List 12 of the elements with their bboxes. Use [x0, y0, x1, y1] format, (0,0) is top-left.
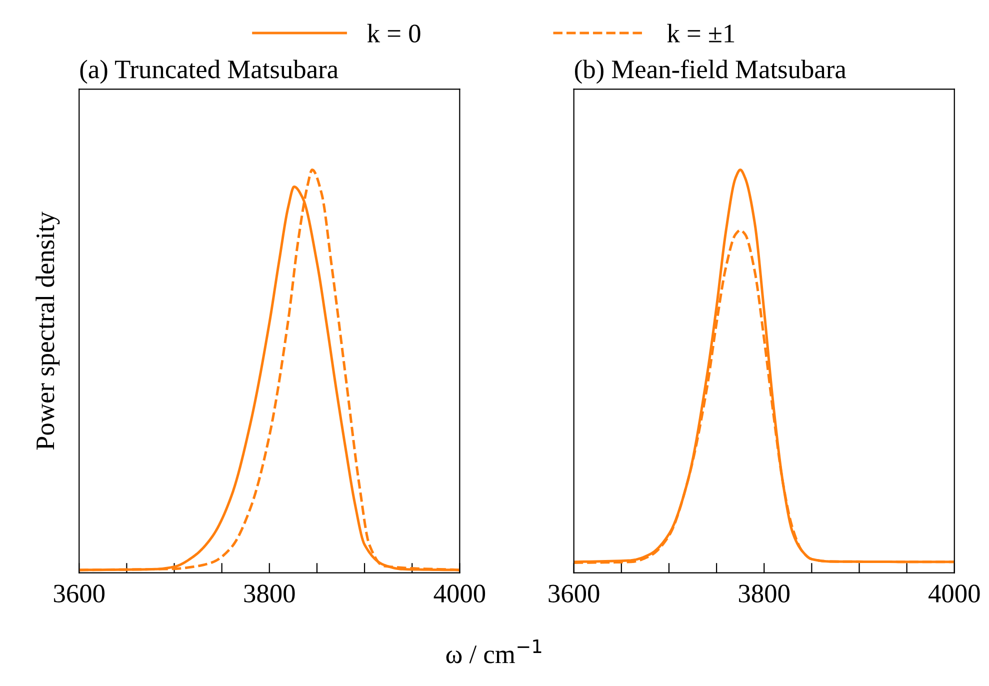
x-tick-label: 3600: [548, 584, 600, 602]
x-axis-title: ω / cm$^{−1}$: [446, 639, 542, 664]
legend-label: k = 0: [367, 24, 420, 42]
x-tick-label: 3800: [244, 584, 295, 602]
x-tick-label: 4000: [928, 584, 980, 602]
x-tick-label: 4000: [434, 584, 486, 602]
chart-title: (b) Mean-field Matsubara: [574, 59, 846, 84]
chart-title: (a) Truncated Matsubara: [80, 60, 338, 84]
y-axis-title: Power spectral density: [36, 212, 60, 450]
legend-label: k = ±1: [667, 24, 734, 42]
x-tick-label: 3600: [54, 584, 105, 602]
x-tick-label: 3800: [738, 584, 790, 602]
